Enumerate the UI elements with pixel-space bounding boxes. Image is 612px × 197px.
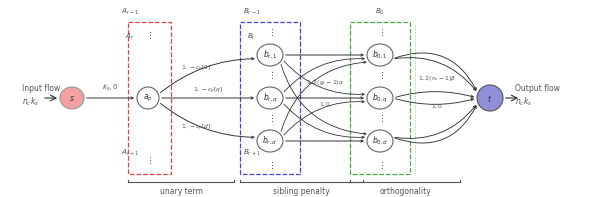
FancyArrowPatch shape <box>396 92 473 98</box>
FancyArrowPatch shape <box>396 98 473 104</box>
FancyArrowPatch shape <box>281 61 366 132</box>
Text: $B_{r-1}$: $B_{r-1}$ <box>243 7 261 17</box>
Bar <box>240 22 300 174</box>
Text: Output flow: Output flow <box>515 84 560 93</box>
FancyArrowPatch shape <box>160 103 254 138</box>
Ellipse shape <box>257 44 283 66</box>
Text: $b_{r,q}$: $b_{r,q}$ <box>263 91 277 105</box>
Text: $\vdots$: $\vdots$ <box>376 26 384 38</box>
Ellipse shape <box>367 130 393 152</box>
FancyArrowPatch shape <box>160 58 254 93</box>
Text: $k_s, 0$: $k_s, 0$ <box>102 83 119 93</box>
FancyArrowPatch shape <box>284 104 364 138</box>
Ellipse shape <box>367 87 393 109</box>
Text: $1, -c_p[0]$: $1, -c_p[0]$ <box>181 63 211 74</box>
Ellipse shape <box>137 87 159 109</box>
Text: $\vdots$: $\vdots$ <box>376 112 384 124</box>
Text: $1, 0$: $1, 0$ <box>431 102 443 110</box>
Text: $1, 2(n_c-1)\beta$: $1, 2(n_c-1)\beta$ <box>418 73 456 83</box>
Text: $1, 2(g_r-1)\alpha$: $1, 2(g_r-1)\alpha$ <box>306 77 344 86</box>
FancyArrowPatch shape <box>284 100 364 135</box>
FancyArrowPatch shape <box>395 58 476 90</box>
Bar <box>350 22 410 174</box>
Text: $1, -c_p[q]$: $1, -c_p[q]$ <box>193 86 223 96</box>
Text: $\vdots$: $\vdots$ <box>144 154 151 166</box>
Text: unary term: unary term <box>160 187 203 196</box>
Text: $B_{r+1}$: $B_{r+1}$ <box>243 148 261 158</box>
FancyArrowPatch shape <box>286 97 363 99</box>
Text: $b_{r,d}$: $b_{r,d}$ <box>263 135 278 147</box>
FancyArrowPatch shape <box>281 64 366 135</box>
Text: $\vdots$: $\vdots$ <box>376 69 384 81</box>
FancyArrowPatch shape <box>286 54 363 56</box>
Text: Input flow: Input flow <box>22 84 60 93</box>
Text: $\vdots$: $\vdots$ <box>267 159 274 171</box>
Text: $1, -c_p[d]$: $1, -c_p[d]$ <box>181 122 211 133</box>
Text: orthogonality: orthogonality <box>379 187 431 196</box>
Text: $b_{0,q}$: $b_{0,q}$ <box>372 91 388 105</box>
FancyArrowPatch shape <box>87 97 133 99</box>
Ellipse shape <box>367 44 393 66</box>
Ellipse shape <box>477 85 503 111</box>
FancyArrowPatch shape <box>284 58 364 92</box>
Text: $a_p$: $a_p$ <box>143 92 153 104</box>
Text: $1, 0$: $1, 0$ <box>319 100 331 108</box>
Text: $\vdots$: $\vdots$ <box>267 26 274 38</box>
Text: $b_{r,1}$: $b_{r,1}$ <box>263 49 277 61</box>
Text: $n_c k_s$: $n_c k_s$ <box>22 96 39 108</box>
Text: $B_0$: $B_0$ <box>375 7 385 17</box>
Text: $\vdots$: $\vdots$ <box>376 159 384 171</box>
Text: $\vdots$: $\vdots$ <box>267 69 274 81</box>
Ellipse shape <box>257 87 283 109</box>
Text: $B_r$: $B_r$ <box>247 32 256 42</box>
Bar <box>128 22 171 174</box>
Text: $\vdots$: $\vdots$ <box>144 29 151 41</box>
FancyArrowPatch shape <box>284 61 364 96</box>
Text: sibling penalty: sibling penalty <box>273 187 330 196</box>
FancyArrowPatch shape <box>395 53 476 90</box>
Ellipse shape <box>257 130 283 152</box>
FancyArrowPatch shape <box>395 106 476 143</box>
Text: $b_{0,d}$: $b_{0,d}$ <box>372 135 388 147</box>
Text: $A_r$: $A_r$ <box>125 32 135 42</box>
Text: $b_{0,1}$: $b_{0,1}$ <box>372 49 388 61</box>
Ellipse shape <box>60 87 84 109</box>
FancyArrowPatch shape <box>286 140 363 142</box>
Text: $A_{r-1}$: $A_{r-1}$ <box>121 7 139 17</box>
Text: $t$: $t$ <box>487 93 493 103</box>
FancyArrowPatch shape <box>395 106 476 138</box>
FancyArrowPatch shape <box>162 97 253 99</box>
Text: $\vdots$: $\vdots$ <box>267 112 274 124</box>
Text: $A_{r+1}$: $A_{r+1}$ <box>121 148 139 158</box>
Text: $n_c k_s$: $n_c k_s$ <box>515 96 532 108</box>
Text: $s$: $s$ <box>69 94 75 102</box>
